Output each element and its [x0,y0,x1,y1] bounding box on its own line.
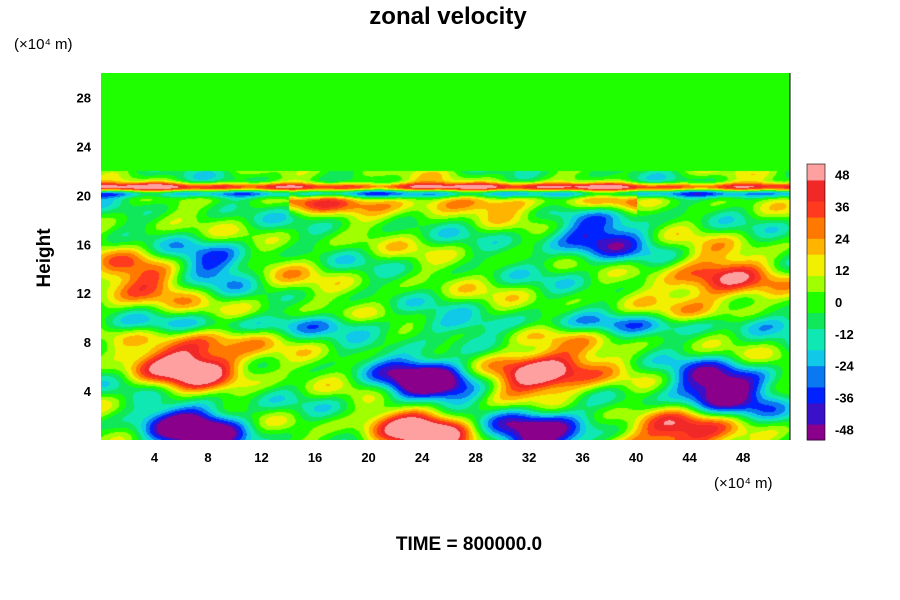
colorbar-swatch [807,344,825,351]
colorbar-swatch [807,206,825,213]
colorbar-swatch [807,238,825,245]
y-tick-label: 4 [84,384,92,399]
colorbar-swatch [807,386,825,393]
x-tick-label: 20 [361,450,375,465]
colorbar-swatch [807,270,825,276]
colorbar-swatch [807,211,825,218]
colorbar [806,163,826,441]
colorbar-swatch [807,286,825,292]
colorbar-tick-label: -24 [835,359,855,374]
x-tick-label: 24 [415,450,430,465]
colorbar-swatch [807,381,825,388]
colorbar-swatch [807,233,825,239]
colorbar-swatch [807,317,825,324]
x-axis-unit: (×10⁴ m) [714,475,773,492]
colorbar-swatch [807,222,825,229]
colorbar-tick-label: 12 [835,263,849,278]
colorbar-swatch [807,424,825,430]
colorbar-swatch [807,402,825,409]
colorbar-swatch [807,164,825,170]
colorbar-swatch [807,307,825,314]
x-tick-label: 8 [204,450,211,465]
colorbar-swatch [807,408,825,414]
colorbar-swatch [807,418,825,425]
colorbar-swatch [807,254,825,261]
x-tick-label: 4 [151,450,159,465]
colorbar-swatch [807,296,825,303]
colorbar-swatch [807,302,825,308]
colorbar-swatch [807,275,825,282]
colorbar-swatch [807,328,825,335]
x-tick-label: 32 [522,450,536,465]
colorbar-swatch [807,360,825,367]
colorbar-swatch [807,179,825,186]
colorbar-swatch [807,243,825,250]
colorbar-swatch [807,264,825,271]
colorbar-swatch [807,227,825,234]
colorbar-swatch [807,259,825,266]
colorbar-swatch [807,339,825,345]
y-tick-label: 20 [77,188,91,203]
y-tick-label: 8 [84,335,91,350]
colorbar-swatch [807,434,825,441]
x-tick-label: 48 [736,450,750,465]
colorbar-swatch [807,333,825,340]
heatmap-plot-area [101,73,790,440]
colorbar-swatch [807,195,825,202]
y-tick-label: 24 [77,139,92,154]
colorbar-tick-label: 48 [835,168,849,183]
colorbar-tick-label: 0 [835,295,842,310]
colorbar-tick-label: 36 [835,199,849,214]
colorbar-swatch [807,248,825,255]
colorbar-swatch [807,349,825,356]
x-tick-label: 16 [308,450,322,465]
colorbar-border [806,163,826,441]
colorbar-swatch [807,291,825,298]
chart-title: zonal velocity [369,3,527,30]
colorbar-swatch [807,169,825,176]
x-axis-ticks: 4 8 12 16 20 24 28 32 36 40 44 48 [151,450,751,465]
colorbar-swatch [807,429,825,436]
heatmap-canvas [101,73,790,440]
colorbar-swatch [807,174,825,181]
colorbar-swatch [807,217,825,223]
y-axis-label: Height [34,228,55,288]
y-axis-ticks: 4 8 12 16 20 24 28 [77,90,92,399]
time-label: TIME = 800000.0 [396,534,542,555]
x-tick-label: 28 [468,450,482,465]
colorbar-tick-label: -36 [835,391,854,406]
x-tick-label: 36 [575,450,589,465]
colorbar-swatch [807,365,825,372]
colorbar-tick-labels: 48 36 24 12 0 -12 -24 -36 -48 [835,168,855,438]
colorbar-swatch [807,185,825,192]
colorbar-swatch [807,312,825,319]
colorbar-swatch [807,355,825,361]
x-tick-label: 44 [682,450,697,465]
y-tick-label: 28 [77,90,91,105]
colorbar-tick-label: -48 [835,422,854,437]
y-tick-label: 16 [77,237,91,252]
colorbar-tick-label: 24 [835,231,850,246]
x-tick-label: 40 [629,450,643,465]
colorbar-tick-label: -12 [835,327,854,342]
y-tick-label: 12 [77,286,91,301]
colorbar-swatch [807,371,825,377]
y-axis-unit: (×10⁴ m) [14,36,73,53]
colorbar-swatch [807,201,825,207]
colorbar-swatch [807,323,825,330]
colorbar-swatch [807,392,825,399]
colorbar-swatch [807,190,825,197]
colorbar-swatch [807,376,825,383]
colorbar-swatch [807,413,825,420]
colorbar-swatch [807,280,825,287]
colorbar-swatch [807,397,825,404]
x-tick-label: 12 [254,450,268,465]
